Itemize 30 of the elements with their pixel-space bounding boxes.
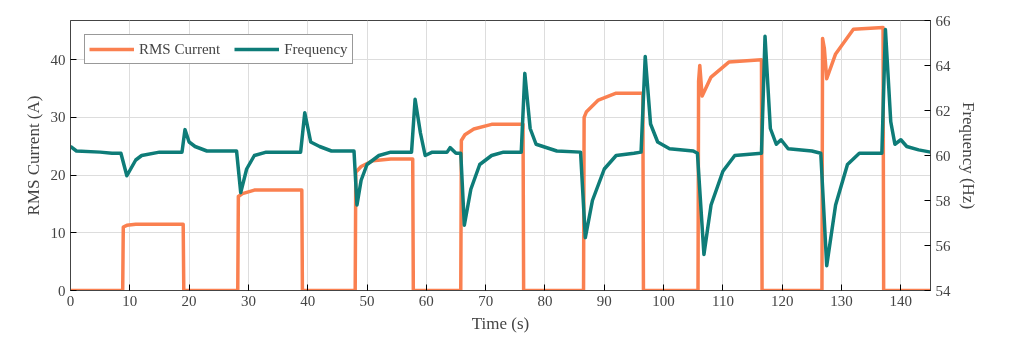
x-tick-label: 120: [770, 292, 794, 309]
x-tick-label: 10: [122, 292, 138, 309]
y-axis-title: RMS Current (A): [23, 95, 43, 216]
x-tick-label: 80: [537, 292, 553, 309]
y2-tick-label: 56: [935, 237, 951, 254]
x-tick-label: 110: [711, 292, 734, 309]
x-tick-label: 60: [418, 292, 434, 309]
y-tick-label: 40: [50, 51, 66, 68]
y2-tick-label: 64: [935, 57, 951, 74]
x-tick-label: 20: [181, 292, 197, 309]
legend-label: RMS Current: [139, 40, 221, 58]
y-tick-label: 30: [50, 109, 66, 126]
y2-tick-label: 58: [935, 192, 951, 209]
legend-label: Frequency: [284, 40, 348, 58]
x-tick-label: 140: [889, 292, 913, 309]
y2-tick-label: 60: [935, 147, 951, 164]
x-axis-title: Time (s): [471, 313, 530, 333]
y-tick-label: 20: [50, 167, 66, 184]
x-tick-label: 40: [300, 292, 316, 309]
x-tick-label: 30: [240, 292, 256, 309]
x-tick-label: 100: [652, 292, 675, 309]
x-tick-label: 50: [359, 292, 375, 309]
y2-axis-title: Frequency (Hz): [958, 101, 978, 210]
y2-tick-label: 54: [935, 282, 951, 299]
x-tick-label: 70: [478, 292, 494, 309]
y2-tick-label: 66: [935, 12, 951, 29]
y2-tick-label: 62: [935, 102, 951, 119]
x-tick-label: 130: [830, 292, 853, 309]
x-tick-label: 90: [596, 292, 612, 309]
y-tick-label: 10: [50, 224, 66, 241]
